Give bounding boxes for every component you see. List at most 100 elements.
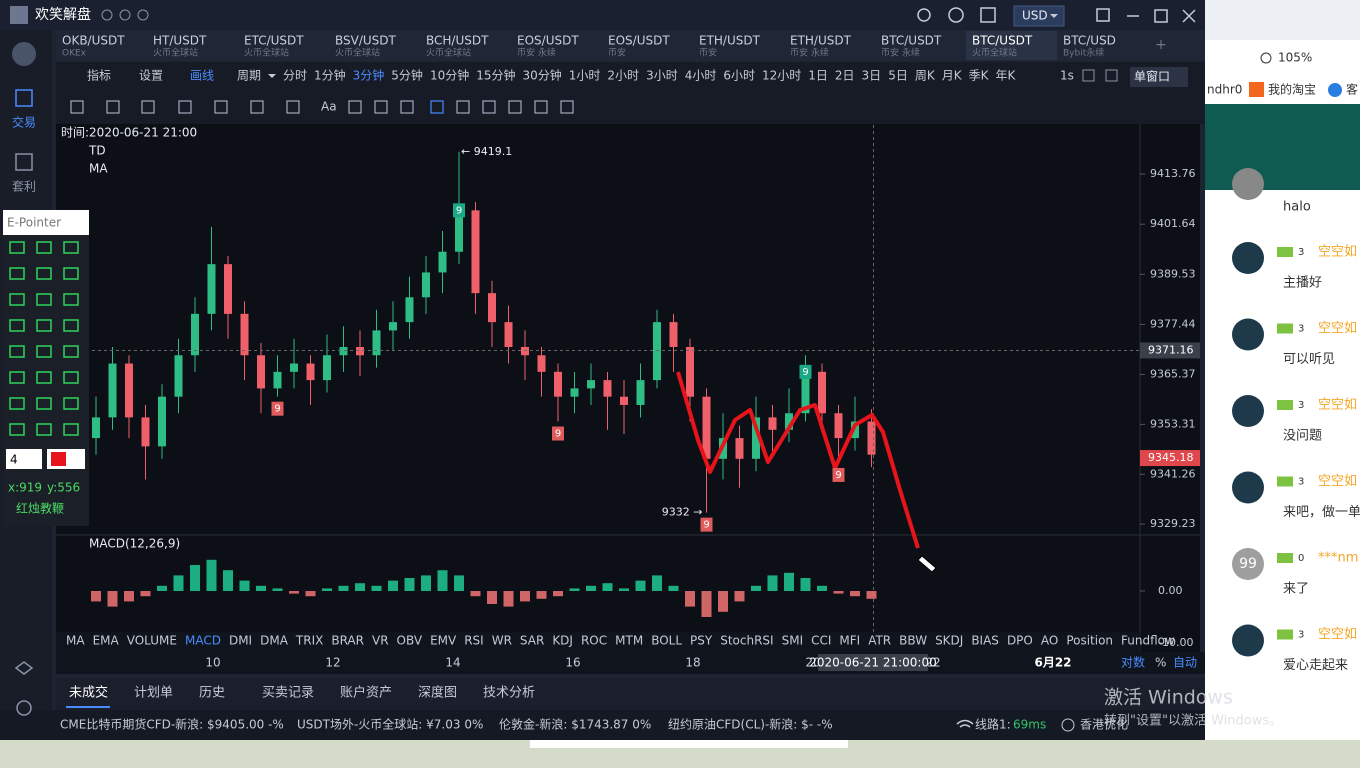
indicator-btn[interactable]: 指标	[87, 68, 111, 83]
tool-icon[interactable]	[214, 100, 228, 114]
tool-icon[interactable]	[430, 100, 444, 114]
bottom-tab[interactable]: 未成交	[69, 685, 108, 701]
period[interactable]: 2日	[835, 69, 855, 83]
epointer-tool[interactable]	[9, 267, 25, 280]
epointer-tool[interactable]	[9, 319, 25, 332]
tool-icon[interactable]	[482, 100, 496, 114]
trade-icon[interactable]	[15, 89, 33, 107]
indicator[interactable]: EMV	[430, 634, 457, 648]
epointer-tool[interactable]	[36, 423, 52, 436]
indicator[interactable]: MACD	[185, 634, 221, 648]
period[interactable]: 3日	[862, 69, 882, 83]
period[interactable]: 15分钟	[476, 68, 515, 83]
indicator[interactable]: EMA	[93, 634, 120, 648]
indicator[interactable]: BOLL	[651, 634, 682, 648]
avatar[interactable]	[10, 6, 28, 24]
epointer-tool[interactable]	[63, 319, 79, 332]
epointer-tool[interactable]	[63, 293, 79, 306]
period[interactable]: 1日	[808, 69, 828, 83]
period[interactable]: 4小时	[685, 69, 717, 83]
fullscreen-btn[interactable]	[1082, 69, 1095, 82]
indicator[interactable]: WR	[492, 634, 512, 648]
epointer-tool[interactable]	[9, 371, 25, 384]
indicator[interactable]: MTM	[615, 634, 643, 648]
tab-pair[interactable]: BTC/USD	[1063, 34, 1116, 48]
period-btn[interactable]: 周期	[237, 69, 261, 83]
tab-pair[interactable]: EOS/USDT	[608, 34, 670, 48]
epointer-tool[interactable]	[63, 345, 79, 358]
tool-icon[interactable]	[534, 100, 548, 114]
period[interactable]: 3分钟	[353, 68, 385, 83]
epointer-tool[interactable]	[36, 267, 52, 280]
indicator[interactable]: ATR	[868, 634, 891, 648]
tab-pair[interactable]: ETC/USDT	[244, 34, 304, 48]
indicator[interactable]: VOLUME	[127, 634, 177, 648]
period[interactable]: 10分钟	[430, 68, 469, 83]
bottom-tab[interactable]: 账户资产	[340, 685, 392, 701]
tool-icon[interactable]	[456, 100, 470, 114]
tool-icon[interactable]	[374, 100, 388, 114]
epointer-tool[interactable]	[36, 371, 52, 384]
bookmark[interactable]: 我的淘宝	[1268, 82, 1316, 97]
axis-mode[interactable]: 对数	[1121, 655, 1145, 670]
tab-pair[interactable]: EOS/USDT	[517, 34, 579, 48]
add-tab[interactable]: +	[1155, 37, 1167, 53]
tab-pair[interactable]: OKB/USDT	[62, 34, 125, 48]
axis-mode[interactable]: 自动	[1173, 656, 1197, 670]
indicator[interactable]: VR	[372, 634, 389, 648]
period[interactable]: 2小时	[607, 69, 639, 83]
tool-icon[interactable]	[400, 100, 414, 114]
period[interactable]: 分时	[283, 69, 307, 83]
indicator[interactable]: AO	[1041, 634, 1058, 648]
skin-icon[interactable]	[980, 7, 996, 23]
tool-icon[interactable]	[348, 100, 362, 114]
period[interactable]: 1分钟	[314, 68, 346, 83]
draw-btn[interactable]: 画线	[190, 69, 214, 83]
period[interactable]: 12小时	[762, 69, 801, 83]
indicator[interactable]: BBW	[899, 634, 927, 648]
bell-icon[interactable]	[917, 8, 931, 22]
period[interactable]: 5日	[888, 69, 908, 83]
epointer-tool[interactable]	[9, 423, 25, 436]
epointer-tool[interactable]	[36, 293, 52, 306]
bottom-tab[interactable]: 深度图	[418, 685, 457, 701]
indicator[interactable]: TRIX	[295, 634, 323, 648]
epointer-tool[interactable]	[9, 345, 25, 358]
tab-pair[interactable]: BCH/USDT	[426, 34, 489, 48]
side-icon[interactable]	[14, 661, 34, 675]
bookmark[interactable]: ndhr0	[1207, 83, 1242, 97]
maximize-btn[interactable]	[1154, 9, 1168, 23]
tool-icon[interactable]	[106, 100, 120, 114]
epointer-tool[interactable]	[36, 397, 52, 410]
tool-icon[interactable]	[286, 100, 300, 114]
tab-pair[interactable]: ETH/USDT	[699, 34, 761, 48]
indicator[interactable]: DMA	[260, 634, 289, 648]
period[interactable]: 季K	[969, 69, 990, 83]
period[interactable]: 30分钟	[523, 68, 562, 83]
size-select[interactable]	[6, 449, 42, 469]
epointer-tool[interactable]	[36, 319, 52, 332]
tool-icon[interactable]	[508, 100, 522, 114]
text-tool[interactable]: Aa	[321, 100, 337, 114]
tab-pair[interactable]: HT/USDT	[153, 34, 207, 48]
epointer-tool[interactable]	[63, 267, 79, 280]
popout-chart-btn[interactable]	[1105, 69, 1118, 82]
epointer-tool[interactable]	[63, 241, 79, 254]
bottom-tab[interactable]: 技术分析	[483, 686, 535, 701]
epointer-tool[interactable]	[63, 371, 79, 384]
period[interactable]: 年K	[995, 69, 1016, 83]
indicator[interactable]: SAR	[520, 634, 544, 648]
indicator[interactable]: OBV	[397, 634, 423, 648]
period[interactable]: 月K	[942, 69, 963, 83]
bookmark[interactable]: 客	[1346, 82, 1358, 97]
arb-icon[interactable]	[15, 153, 33, 171]
close-btn[interactable]	[1182, 9, 1196, 23]
epointer-tool[interactable]	[63, 397, 79, 410]
epointer-tool[interactable]	[9, 241, 25, 254]
tab-pair[interactable]: ETH/USDT	[790, 34, 852, 48]
epointer-tool[interactable]	[36, 345, 52, 358]
period[interactable]: 3小时	[646, 69, 678, 83]
tool-icon[interactable]	[560, 100, 574, 114]
window-mode-select[interactable]	[1130, 67, 1188, 87]
settings-icon[interactable]	[16, 700, 32, 716]
